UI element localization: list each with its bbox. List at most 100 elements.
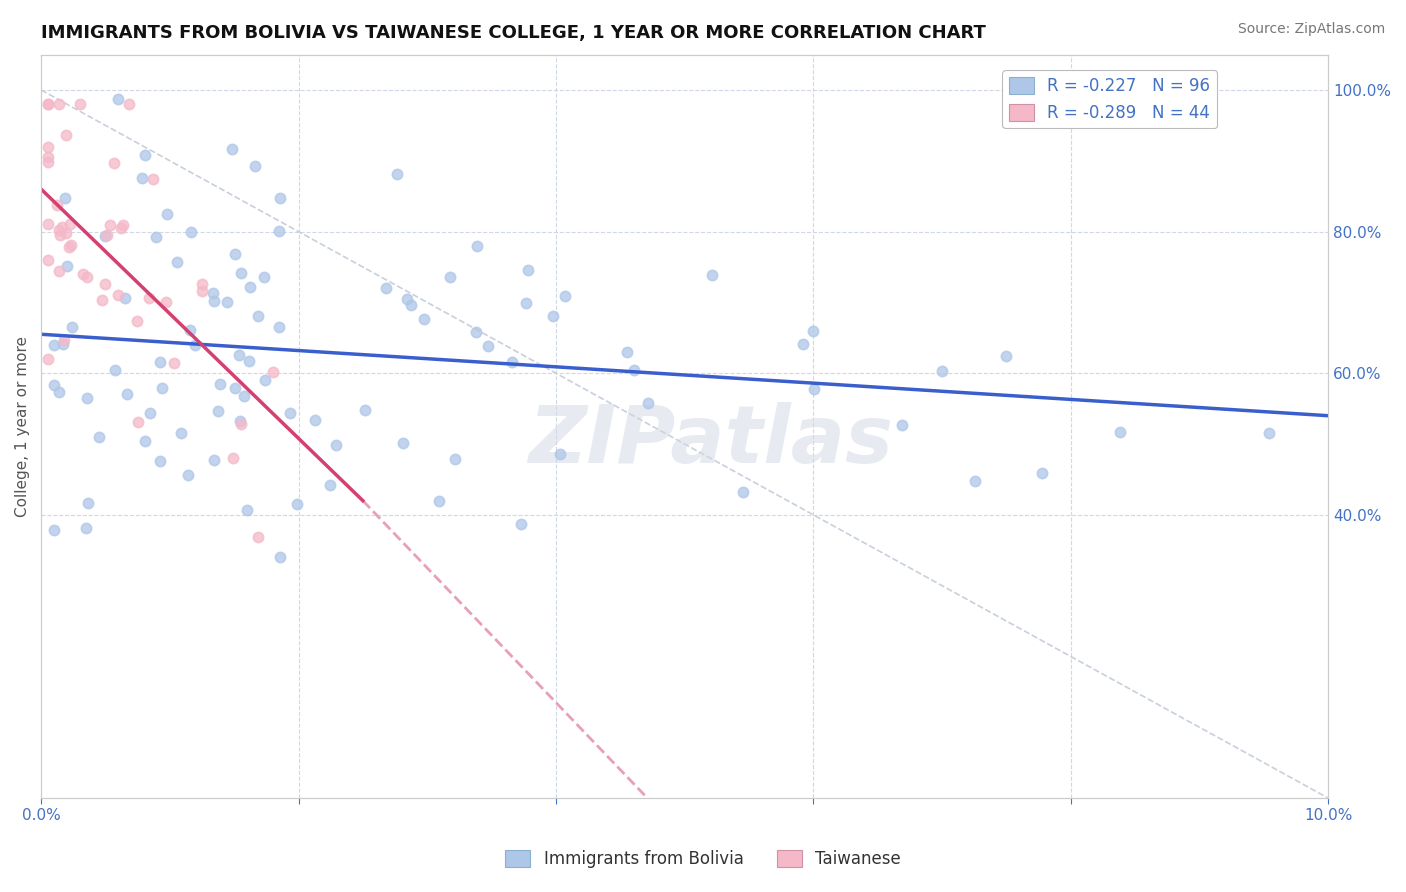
Point xyxy=(443,451,465,466)
Point xyxy=(94,228,117,243)
Point xyxy=(176,467,198,482)
Point xyxy=(509,516,531,531)
Point xyxy=(374,281,396,295)
Point xyxy=(150,380,173,394)
Point xyxy=(139,406,162,420)
Point xyxy=(69,97,91,112)
Point xyxy=(616,344,638,359)
Point xyxy=(269,549,291,564)
Point xyxy=(353,403,375,417)
Point xyxy=(803,382,825,396)
Point xyxy=(207,404,229,418)
Point xyxy=(131,171,153,186)
Point xyxy=(55,260,77,274)
Point xyxy=(231,266,253,280)
Point xyxy=(1108,425,1130,439)
Point xyxy=(37,97,59,112)
Point xyxy=(76,391,98,405)
Point xyxy=(891,418,914,433)
Point xyxy=(269,191,291,205)
Point xyxy=(221,142,243,156)
Point xyxy=(180,225,202,239)
Point xyxy=(464,325,486,339)
Point xyxy=(994,349,1017,363)
Point xyxy=(253,270,276,285)
Point xyxy=(224,381,246,395)
Point xyxy=(239,280,262,294)
Point xyxy=(215,294,238,309)
Point xyxy=(228,348,250,362)
Point xyxy=(60,238,83,252)
Point xyxy=(156,207,179,221)
Point xyxy=(385,167,408,181)
Point xyxy=(145,230,167,244)
Point xyxy=(623,363,645,377)
Point xyxy=(262,365,284,379)
Point xyxy=(98,218,121,232)
Point xyxy=(170,425,193,440)
Point xyxy=(163,356,186,370)
Point xyxy=(191,284,214,298)
Point xyxy=(391,436,413,450)
Point xyxy=(233,389,256,403)
Point xyxy=(55,226,77,240)
Point xyxy=(149,454,172,468)
Point xyxy=(208,377,231,392)
Point xyxy=(48,264,70,278)
Point xyxy=(1031,466,1053,480)
Point xyxy=(42,378,65,392)
Point xyxy=(963,474,986,488)
Point xyxy=(89,430,111,444)
Point xyxy=(319,477,342,491)
Legend: Immigrants from Bolivia, Taiwanese: Immigrants from Bolivia, Taiwanese xyxy=(499,843,907,875)
Point xyxy=(202,294,225,309)
Point xyxy=(48,97,70,112)
Point xyxy=(114,291,136,305)
Point xyxy=(52,336,75,351)
Point xyxy=(37,150,59,164)
Point xyxy=(134,434,156,448)
Point xyxy=(179,323,201,337)
Point xyxy=(117,387,139,401)
Point xyxy=(792,337,814,351)
Point xyxy=(48,384,70,399)
Y-axis label: College, 1 year or more: College, 1 year or more xyxy=(15,335,30,516)
Point xyxy=(149,355,172,369)
Point xyxy=(325,438,347,452)
Point xyxy=(77,495,100,509)
Point xyxy=(477,339,499,353)
Point xyxy=(104,362,127,376)
Point xyxy=(75,521,97,535)
Text: IMMIGRANTS FROM BOLIVIA VS TAIWANESE COLLEGE, 1 YEAR OR MORE CORRELATION CHART: IMMIGRANTS FROM BOLIVIA VS TAIWANESE COL… xyxy=(41,24,986,42)
Point xyxy=(285,497,308,511)
Point xyxy=(247,530,270,544)
Point xyxy=(413,311,436,326)
Point xyxy=(1258,425,1281,440)
Point xyxy=(427,494,450,508)
Point xyxy=(465,239,488,253)
Point xyxy=(267,224,290,238)
Point xyxy=(44,338,66,352)
Point xyxy=(37,253,59,268)
Point xyxy=(134,148,156,162)
Point xyxy=(304,413,326,427)
Point xyxy=(37,97,59,112)
Point xyxy=(501,355,523,369)
Point xyxy=(155,294,177,309)
Point xyxy=(243,159,266,173)
Point xyxy=(118,97,141,112)
Point xyxy=(801,325,824,339)
Point xyxy=(45,197,67,211)
Point xyxy=(127,415,149,429)
Point xyxy=(107,92,129,106)
Point xyxy=(202,452,225,467)
Legend: R = -0.227   N = 96, R = -0.289   N = 44: R = -0.227 N = 96, R = -0.289 N = 44 xyxy=(1002,70,1216,128)
Point xyxy=(253,373,276,387)
Point xyxy=(247,309,270,323)
Point xyxy=(37,217,59,231)
Point xyxy=(278,406,301,420)
Point xyxy=(399,298,422,312)
Point xyxy=(59,217,82,231)
Point xyxy=(103,156,125,170)
Point xyxy=(236,503,259,517)
